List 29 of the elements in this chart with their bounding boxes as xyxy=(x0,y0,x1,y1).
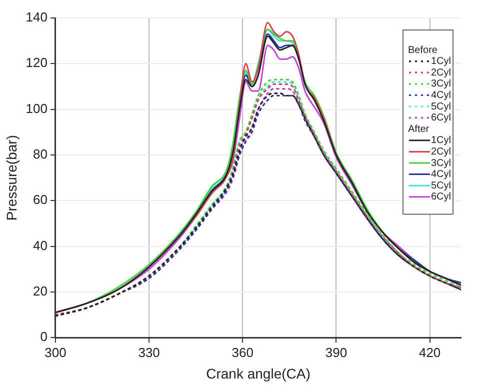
legend-label: 2Cyl xyxy=(431,146,452,158)
legend-label: 1Cyl xyxy=(431,135,452,146)
legend-label: 2Cyl xyxy=(431,67,452,78)
legend-label: 6Cyl xyxy=(431,192,452,203)
annotation: After xyxy=(408,124,430,135)
legend-label: 6Cyl xyxy=(431,112,452,124)
x-tick-label: 420 xyxy=(418,344,441,360)
y-tick-label: 20 xyxy=(33,284,48,299)
legend-label: 5Cyl xyxy=(431,101,452,112)
legend-label: 5Cyl xyxy=(431,180,452,192)
y-tick-label: 60 xyxy=(33,192,48,208)
legend-label: 4Cyl xyxy=(431,169,452,180)
annotation: Before xyxy=(408,44,438,56)
x-tick-label: 390 xyxy=(325,344,348,360)
legend-label: 1Cyl xyxy=(431,56,452,68)
legend-label: 3Cyl xyxy=(431,78,452,90)
y-tick-label: 140 xyxy=(26,10,48,25)
legend-label: 4Cyl xyxy=(431,90,452,101)
y-axis-title: Pressure(bar) xyxy=(3,135,20,221)
legend-label: 3Cyl xyxy=(431,158,452,169)
y-tick-label: 0 xyxy=(40,329,48,344)
x-tick-label: 330 xyxy=(138,344,160,360)
y-tick-label: 80 xyxy=(33,146,48,162)
y-tick-label: 100 xyxy=(26,100,48,116)
y-tick-label: 40 xyxy=(33,238,48,253)
x-axis-title: Crank angle(CA) xyxy=(206,365,310,382)
x-tick-label: 300 xyxy=(44,344,66,360)
y-tick-label: 120 xyxy=(26,55,48,70)
x-tick-label: 360 xyxy=(232,344,254,360)
